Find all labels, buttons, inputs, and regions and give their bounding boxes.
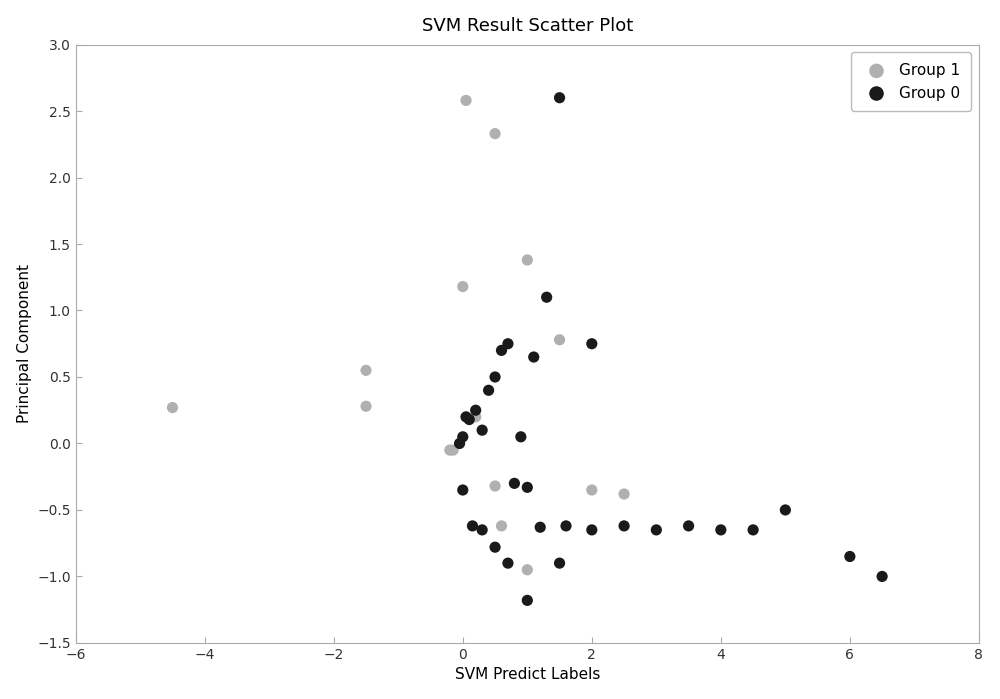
Group 1 [519, 254, 535, 266]
Group 1 [584, 484, 600, 496]
Group 1 [358, 365, 374, 376]
Group 0 [474, 524, 490, 535]
Group 0 [584, 338, 600, 350]
Group 0 [455, 484, 471, 496]
Group 1 [552, 334, 568, 345]
Group 0 [777, 505, 793, 516]
Group 0 [493, 345, 509, 356]
Title: SVM Result Scatter Plot: SVM Result Scatter Plot [422, 17, 633, 35]
Group 0 [532, 521, 548, 533]
Group 1 [519, 564, 535, 575]
Group 1 [442, 445, 458, 456]
Group 0 [526, 352, 542, 363]
Group 0 [500, 338, 516, 350]
Group 0 [681, 520, 697, 531]
Group 0 [519, 482, 535, 493]
Group 0 [461, 414, 477, 425]
Group 0 [552, 558, 568, 569]
Group 0 [468, 405, 484, 416]
Group 0 [487, 542, 503, 553]
Group 0 [584, 524, 600, 535]
Group 0 [616, 520, 632, 531]
Group 0 [842, 551, 858, 562]
Group 0 [513, 431, 529, 442]
Group 0 [713, 524, 729, 535]
Group 0 [474, 424, 490, 435]
Group 0 [506, 477, 522, 489]
Group 1 [358, 401, 374, 412]
Group 1 [164, 402, 180, 413]
Group 0 [745, 524, 761, 535]
Group 0 [464, 520, 480, 531]
Group 0 [452, 438, 468, 449]
Group 1 [455, 281, 471, 292]
Group 1 [458, 95, 474, 106]
Legend: Group 1, Group 0: Group 1, Group 0 [851, 52, 971, 111]
Group 0 [558, 520, 574, 531]
Group 0 [552, 92, 568, 103]
Group 1 [487, 128, 503, 139]
Group 0 [458, 411, 474, 422]
Group 0 [455, 431, 471, 442]
Group 1 [493, 520, 509, 531]
X-axis label: SVM Predict Labels: SVM Predict Labels [455, 668, 600, 682]
Group 0 [648, 524, 664, 535]
Group 1 [445, 445, 461, 456]
Group 0 [874, 571, 890, 582]
Group 0 [500, 558, 516, 569]
Group 0 [539, 291, 555, 303]
Group 1 [487, 480, 503, 491]
Group 0 [481, 384, 497, 396]
Group 0 [519, 595, 535, 606]
Group 0 [487, 371, 503, 382]
Y-axis label: Principal Component: Principal Component [17, 264, 32, 423]
Group 1 [616, 489, 632, 500]
Group 1 [468, 411, 484, 422]
